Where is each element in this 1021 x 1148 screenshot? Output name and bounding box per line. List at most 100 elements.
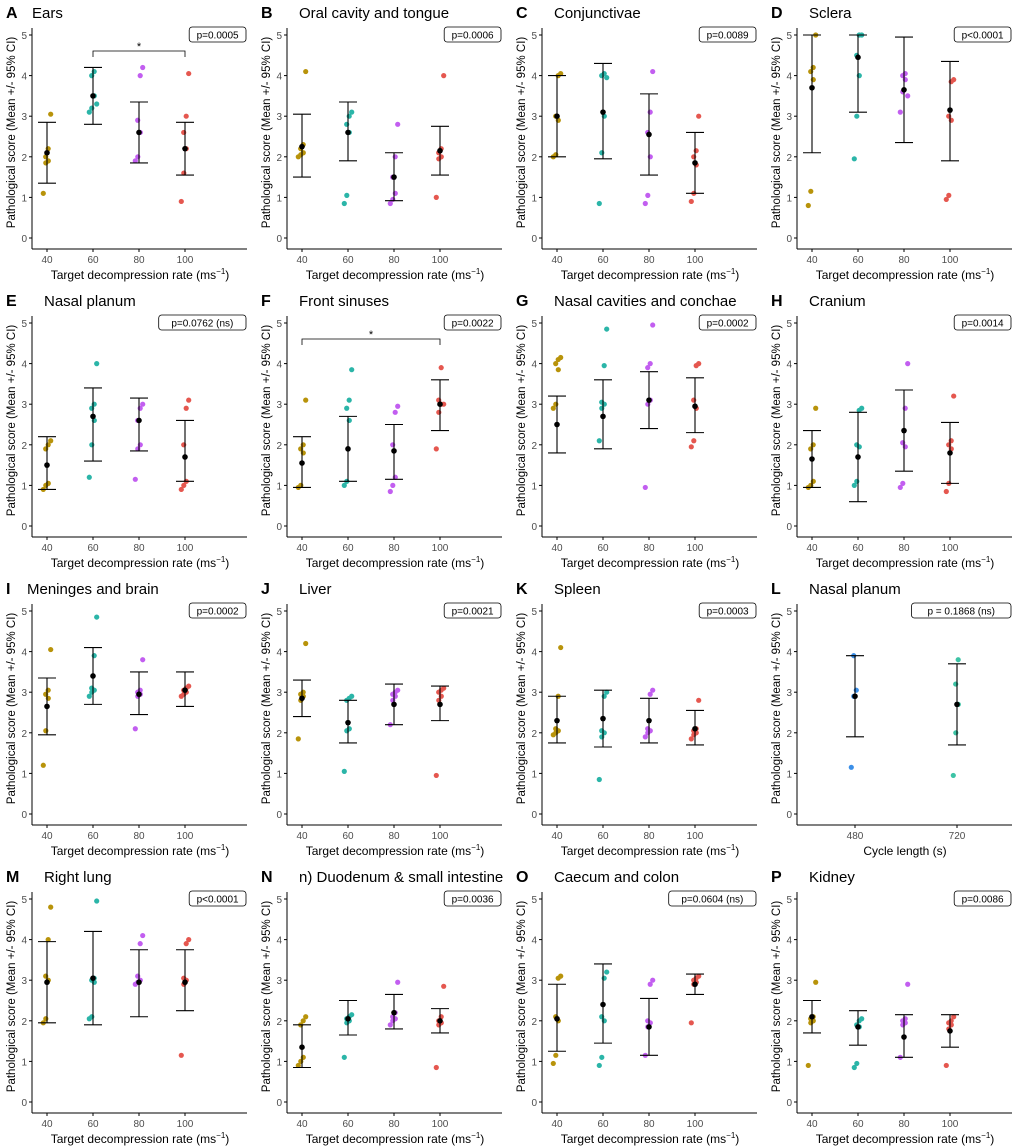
- data-point: [40, 190, 46, 196]
- data-point: [183, 113, 189, 119]
- pvalue-label: p=0.0006: [452, 31, 494, 42]
- y-tick-label: 3: [276, 976, 282, 987]
- data-point: [558, 973, 564, 979]
- pvalue-label: p=0.0762 (ns): [171, 319, 233, 330]
- data-point: [48, 438, 54, 444]
- pvalue-box: [158, 314, 247, 331]
- y-tick-label: 0: [786, 1098, 792, 1109]
- x-axis-label: Target decompression rate (ms−1): [51, 843, 230, 858]
- data-point: [553, 361, 559, 367]
- data-point: [647, 361, 653, 367]
- y-axis-label: Pathological score (Mean +/- 95% CI): [771, 37, 783, 229]
- y-axis-label: Pathological score (Mean +/- 95% CI): [6, 901, 18, 1093]
- data-point: [688, 736, 694, 742]
- y-tick-label: 2: [531, 729, 537, 740]
- pvalue-box: [953, 314, 1012, 331]
- y-tick-label: 0: [276, 1098, 282, 1109]
- significance-star: *: [369, 329, 374, 341]
- x-tick-label: 60: [87, 1119, 99, 1130]
- mean-point: [299, 1044, 305, 1050]
- mean-point: [692, 403, 698, 410]
- x-tick-label: 60: [597, 1119, 609, 1130]
- mean-point: [852, 693, 858, 700]
- y-tick-label: 1: [276, 481, 282, 492]
- data-point: [854, 478, 860, 484]
- mean-point: [600, 413, 606, 420]
- mean-point: [947, 107, 953, 113]
- data-point: [132, 476, 138, 482]
- y-axis-label: Pathological score (Mean +/- 95% CI): [771, 901, 783, 1093]
- pvalue-label: p=0.0005: [197, 31, 239, 42]
- data-point: [94, 101, 100, 107]
- mean-point: [646, 1024, 652, 1030]
- x-tick-label: 80: [898, 255, 910, 266]
- data-point: [650, 68, 656, 75]
- mean-point: [901, 427, 907, 434]
- x-tick-label: 80: [388, 1119, 400, 1130]
- mean-point: [90, 673, 96, 679]
- x-tick-label: 80: [388, 255, 400, 266]
- pvalue-label: p=0.0014: [962, 319, 1004, 330]
- pvalue-box: [188, 890, 247, 907]
- data-point: [387, 488, 393, 495]
- y-tick-label: 0: [21, 522, 27, 533]
- data-point: [140, 64, 146, 71]
- x-tick-label: 60: [87, 255, 99, 266]
- y-tick-label: 5: [276, 319, 282, 330]
- data-point: [395, 121, 401, 127]
- data-point: [650, 977, 656, 983]
- panel-letter: P: [771, 869, 782, 886]
- data-point: [183, 941, 189, 947]
- data-point: [642, 200, 648, 207]
- y-tick-label: 1: [786, 193, 792, 204]
- pvalue-label: p=0.0089: [707, 31, 749, 42]
- data-point: [905, 361, 911, 367]
- y-tick-label: 5: [531, 895, 537, 906]
- pvalue-box: [953, 890, 1012, 907]
- mean-point: [345, 719, 351, 726]
- data-point: [341, 1054, 347, 1060]
- x-axis-label: Target decompression rate (ms−1): [816, 555, 995, 570]
- data-point: [902, 70, 908, 77]
- data-point: [897, 484, 903, 491]
- data-point: [902, 1016, 908, 1022]
- mean-point: [437, 701, 443, 708]
- y-tick-label: 1: [531, 1057, 537, 1068]
- data-point: [183, 405, 189, 411]
- y-tick-label: 3: [531, 688, 537, 699]
- x-tick-label: 80: [133, 1119, 145, 1130]
- x-axis-label: Target decompression rate (ms−1): [306, 843, 485, 858]
- x-tick-label: 100: [687, 255, 704, 266]
- data-point: [48, 904, 54, 910]
- panel-title: Liver: [299, 581, 332, 598]
- data-point: [433, 1064, 439, 1071]
- data-point: [948, 438, 954, 444]
- x-tick-label: 40: [41, 543, 53, 554]
- mean-point: [600, 1001, 606, 1008]
- y-tick-label: 5: [531, 607, 537, 618]
- data-point: [132, 158, 138, 164]
- x-tick-label: 100: [177, 543, 194, 554]
- y-tick-label: 4: [531, 72, 537, 83]
- y-tick-label: 1: [21, 769, 27, 780]
- data-point: [604, 326, 610, 332]
- data-point: [810, 442, 816, 448]
- y-tick-label: 3: [531, 400, 537, 411]
- data-point: [943, 1062, 949, 1069]
- data-point: [392, 409, 398, 415]
- y-tick-label: 0: [786, 234, 792, 245]
- data-point: [48, 646, 54, 653]
- data-point: [178, 1052, 184, 1058]
- data-point: [604, 969, 610, 975]
- mean-point: [345, 1015, 351, 1022]
- mean-point: [554, 1015, 560, 1022]
- mean-point: [809, 84, 815, 91]
- data-point: [596, 200, 602, 207]
- data-point: [859, 405, 865, 411]
- data-point: [94, 361, 100, 367]
- y-tick-label: 2: [531, 1017, 537, 1028]
- data-point: [86, 474, 92, 480]
